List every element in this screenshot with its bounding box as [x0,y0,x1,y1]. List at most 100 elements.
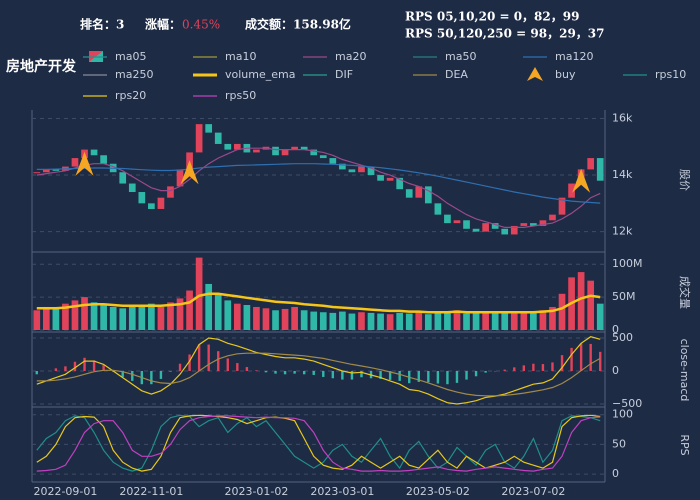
candle [472,228,480,232]
y-tick-label: 16k [612,111,633,124]
x-tick-label: 2022-11-01 [119,485,183,498]
legend-label: rps20 [115,89,146,102]
macd-bar [169,370,172,372]
candle [167,186,174,198]
macd-bar [54,368,58,371]
rps-long: RPS 50,120,250 = 98，29，37 [405,27,605,41]
candle [520,223,528,226]
volume-bar [405,313,413,330]
candle [71,158,79,167]
volume-bar [205,283,213,330]
macd-bar [570,347,573,371]
candle [530,223,537,226]
macd-bar [388,370,392,380]
buy-marker [180,160,199,185]
axis-title: 成交量 [678,276,692,309]
volume-bar [224,300,232,330]
volume-bar [167,302,174,330]
candle [424,186,432,204]
macd-bar [379,370,382,379]
macd-bar [513,367,516,371]
candle [463,220,470,229]
sector: 房地产开发 [6,58,77,75]
candle [596,158,604,181]
x-tick-label: 2023-07-02 [501,485,565,498]
candle [348,169,356,173]
macd-bar [236,363,239,371]
legend-label: DIF [335,68,353,81]
x-tick-label: 2022-09-01 [33,485,97,498]
candle [568,183,575,198]
candle [138,192,146,204]
macd-bar [522,365,526,371]
volume-bar [415,312,423,330]
volume-bar [281,308,289,330]
change-label: 涨幅： [145,17,181,32]
volume-bar [596,303,604,330]
macd-bar [465,370,468,380]
volume-bar [396,312,404,330]
macd-bar [159,370,163,379]
volume-bar [81,297,88,330]
candle [119,172,127,184]
macd-bar [341,370,344,380]
legend-label: ma05 [115,50,146,63]
candle [549,214,556,221]
candle [367,166,375,176]
candle [587,158,595,170]
candle [100,155,107,164]
y-tick-label: 100M [612,257,643,270]
macd-bar [197,344,201,371]
y-tick-label: 50M [612,290,636,303]
candle [33,172,41,174]
macd-bar [178,363,182,371]
macd-bar [121,370,124,377]
macd-bar [398,370,401,381]
macd-bar [503,369,506,371]
macd-bar [188,354,191,371]
macd-bar [245,367,249,371]
volume-bar [520,312,528,330]
macd-bar [474,370,478,377]
y-tick-label: 0 [612,364,619,377]
volume-bar [386,314,394,330]
series-line [36,336,601,405]
macd-bar [322,370,325,377]
macd-bar [293,370,296,374]
candle [319,155,327,159]
candle [444,214,451,224]
candle [329,158,337,164]
volume-bar [501,312,509,330]
volume-bar [358,312,365,330]
legend-label: ma120 [555,50,593,63]
y-tick-label: 0 [612,467,619,480]
volume-bar [90,302,98,330]
volume-bar [463,313,470,330]
axis-title: 股价 [678,169,691,191]
macd-bar [350,370,354,380]
volume-bar [33,310,41,330]
series-line [36,414,601,472]
y-tick-label: 100 [612,408,633,421]
volume-bar [444,311,451,330]
x-tick-label: 2023-03-01 [310,485,374,498]
volume-bar [233,303,241,330]
candle [501,228,509,235]
series-line [36,163,601,204]
candle [453,220,461,224]
volume-bar [42,306,50,330]
volume-bar [348,313,356,330]
volume-bar [148,303,155,330]
macd-bar [35,370,38,375]
turnover: 成交额：158.98亿 [245,17,351,32]
candle [482,223,489,232]
volume-bar [577,272,585,330]
macd-bar [599,351,602,371]
volume-bar [377,313,384,330]
macd-bar [217,351,220,371]
series-line [36,147,601,228]
macd-bar [551,362,554,371]
macd-bar [312,370,315,375]
candle [148,203,155,209]
